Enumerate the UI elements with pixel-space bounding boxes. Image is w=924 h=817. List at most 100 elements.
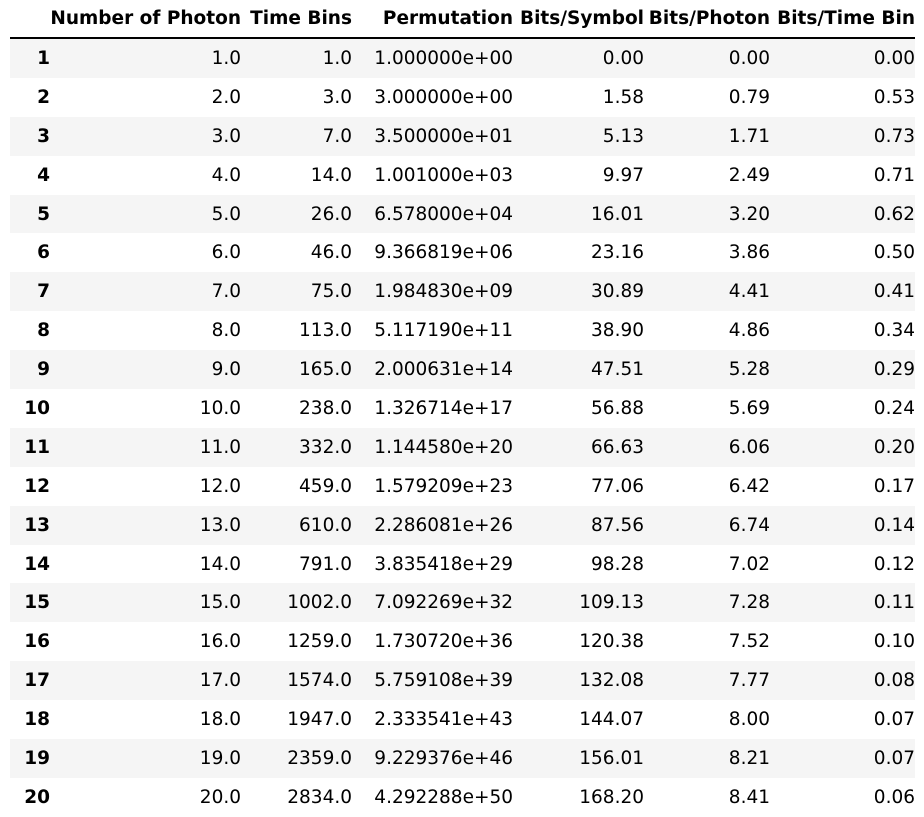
bits-per-symbol-cell: 5.13	[602, 125, 644, 147]
bits-per-symbol-cell: 1.58	[602, 86, 644, 108]
table-row: 9 9.0 165.0 2.000631e+14 47.51 5.28 0.29	[10, 350, 915, 390]
number-of-photon-cell: 11.0	[199, 436, 241, 458]
time-bins-cell: 1574.0	[287, 670, 352, 692]
table-row: 7 7.0 75.0 1.984830e+09 30.89 4.41 0.41	[10, 272, 915, 312]
bits-per-symbol-cell: 66.63	[591, 436, 644, 458]
permutation-cell: 3.500000e+01	[374, 125, 513, 147]
bits-per-symbol-cell: 77.06	[591, 475, 644, 497]
permutation-cell: 5.117190e+11	[374, 320, 513, 342]
number-of-photon-cell: 8.0	[211, 320, 241, 342]
row-index-label: 10	[24, 397, 50, 419]
row-index-label: 15	[24, 592, 50, 614]
table-row: 12 12.0 459.0 1.579209e+23 77.06 6.42 0.17	[10, 467, 915, 506]
table-row: 18 18.0 1947.0 2.333541e+43 144.07 8.00 0.07	[10, 700, 915, 739]
table-row: 6 6.0 46.0 9.366819e+06 23.16 3.86 0.50	[10, 233, 915, 272]
bits-per-time-bin-cell: 0.24	[873, 397, 915, 419]
row-index-label: 6	[37, 242, 50, 264]
table-row: 1 1.0 1.0 1.000000e+00 0.00 0.00 0.00	[10, 38, 915, 78]
bits-per-time-bin-cell: 0.62	[873, 203, 915, 225]
bits-per-symbol-cell: 168.20	[579, 786, 644, 808]
time-bins-cell: 1259.0	[287, 631, 352, 653]
time-bins-cell: 3.0	[322, 86, 352, 108]
permutation-header: Permutation	[352, 0, 513, 39]
bits-per-symbol-cell: 98.28	[591, 553, 644, 575]
row-index-label: 16	[24, 631, 50, 653]
permutation-cell: 1.000000e+00	[374, 47, 513, 69]
row-index: 5	[10, 195, 50, 234]
index-header	[10, 0, 50, 39]
table-row: 10 10.0 238.0 1.326714e+17 56.88 5.69 0.24	[10, 389, 915, 428]
bits-per-photon-cell: 6.42	[728, 475, 770, 497]
row-index: 6	[10, 233, 50, 272]
row-index: 16	[10, 622, 50, 661]
number-of-photon-cell: 20.0	[199, 786, 241, 808]
bits-per-photon-cell: 0.00	[728, 47, 770, 69]
time-bins-cell: 7.0	[322, 125, 352, 147]
row-index: 7	[10, 272, 50, 311]
row-index-label: 13	[24, 514, 50, 536]
bits-per-symbol-cell: 144.07	[579, 709, 644, 731]
row-index: 4	[10, 156, 50, 195]
number-of-photon-cell: 13.0	[199, 514, 241, 536]
header-row: Number of Photon Time Bins Permutation Bits…	[10, 0, 915, 39]
table-row: 17 17.0 1574.0 5.759108e+39 132.08 7.77 0.08	[10, 661, 915, 701]
bits-per-photon-cell: 5.69	[728, 397, 770, 419]
time-bins-header: Time Bins	[241, 0, 352, 39]
bits-per-photon-cell: 2.49	[728, 164, 770, 186]
number-of-photon-cell: 16.0	[199, 631, 241, 653]
bits-per-time-bin-header: Bits/Time Bin	[770, 0, 915, 39]
row-index-label: 9	[37, 359, 50, 381]
row-index: 10	[10, 389, 50, 428]
bits-per-photon-cell: 3.86	[728, 242, 770, 264]
bits-per-symbol-cell: 23.16	[591, 242, 644, 264]
row-index-label: 3	[37, 125, 50, 147]
row-index-label: 19	[24, 747, 50, 769]
number-of-photon-cell: 19.0	[199, 747, 241, 769]
time-bins-cell: 165.0	[299, 359, 352, 381]
bits-per-photon-cell: 8.00	[728, 709, 770, 731]
row-index-label: 11	[24, 436, 50, 458]
permutation-cell: 1.001000e+03	[374, 164, 513, 186]
row-index-label: 12	[24, 475, 50, 497]
table-row: 5 5.0 26.0 6.578000e+04 16.01 3.20 0.62	[10, 194, 915, 234]
permutation-cell: 1.984830e+09	[374, 281, 513, 303]
bits-per-photon-cell: 7.52	[728, 631, 770, 653]
bits-per-time-bin-cell: 0.50	[873, 242, 915, 264]
row-index-label: 7	[37, 281, 50, 303]
bits-per-symbol-cell: 132.08	[579, 670, 644, 692]
number-of-photon-cell: 10.0	[199, 397, 241, 419]
bits-per-time-bin-cell: 0.08	[873, 670, 915, 692]
bits-per-photon-header: Bits/Photon	[644, 0, 770, 39]
row-index-label: 1	[37, 47, 50, 69]
bits-per-photon-cell: 1.71	[728, 125, 770, 147]
bits-per-time-bin-cell: 0.10	[873, 631, 915, 653]
bits-per-time-bin-cell: 0.53	[873, 86, 915, 108]
permutation-cell: 4.292288e+50	[374, 786, 513, 808]
permutation-cell: 2.000631e+14	[374, 359, 513, 381]
number-of-photon-header: Number of Photon	[50, 0, 241, 39]
table-row: 16 16.0 1259.0 1.730720e+36 120.38 7.52 0.10	[10, 622, 915, 661]
time-bins-cell: 1002.0	[287, 592, 352, 614]
bits-per-photon-cell: 4.41	[728, 281, 770, 303]
row-index: 20	[10, 778, 50, 817]
bits-per-time-bin-cell: 0.11	[873, 592, 915, 614]
table-row: 2 2.0 3.0 3.000000e+00 1.58 0.79 0.53	[10, 78, 915, 117]
table-body: 1 1.0 1.0 1.000000e+00 0.00 0.00 0.00 2 2.0 3.0 3.…	[10, 38, 915, 817]
permutation-cell: 3.000000e+00	[374, 86, 513, 108]
bits-per-symbol-cell: 56.88	[591, 397, 644, 419]
bits-per-symbol-cell: 38.90	[591, 320, 644, 342]
permutation-cell: 5.759108e+39	[374, 670, 513, 692]
bits-per-photon-cell: 7.28	[728, 592, 770, 614]
bits-per-symbol-cell: 156.01	[579, 747, 644, 769]
number-of-photon-cell: 18.0	[199, 709, 241, 731]
bits-per-symbol-cell: 0.00	[602, 47, 644, 69]
row-index-label: 18	[24, 709, 50, 731]
row-index: 11	[10, 428, 50, 467]
time-bins-cell: 610.0	[299, 514, 352, 536]
number-of-photon-cell: 5.0	[211, 203, 241, 225]
row-index-label: 4	[37, 164, 50, 186]
table-row: 19 19.0 2359.0 9.229376e+46 156.01 8.21 0.07	[10, 739, 915, 778]
dataframe-table-container: Number of Photon Time Bins Permutation Bits…	[10, 0, 915, 817]
bits-per-photon-cell: 4.86	[728, 320, 770, 342]
bits-per-symbol-cell: 47.51	[591, 359, 644, 381]
